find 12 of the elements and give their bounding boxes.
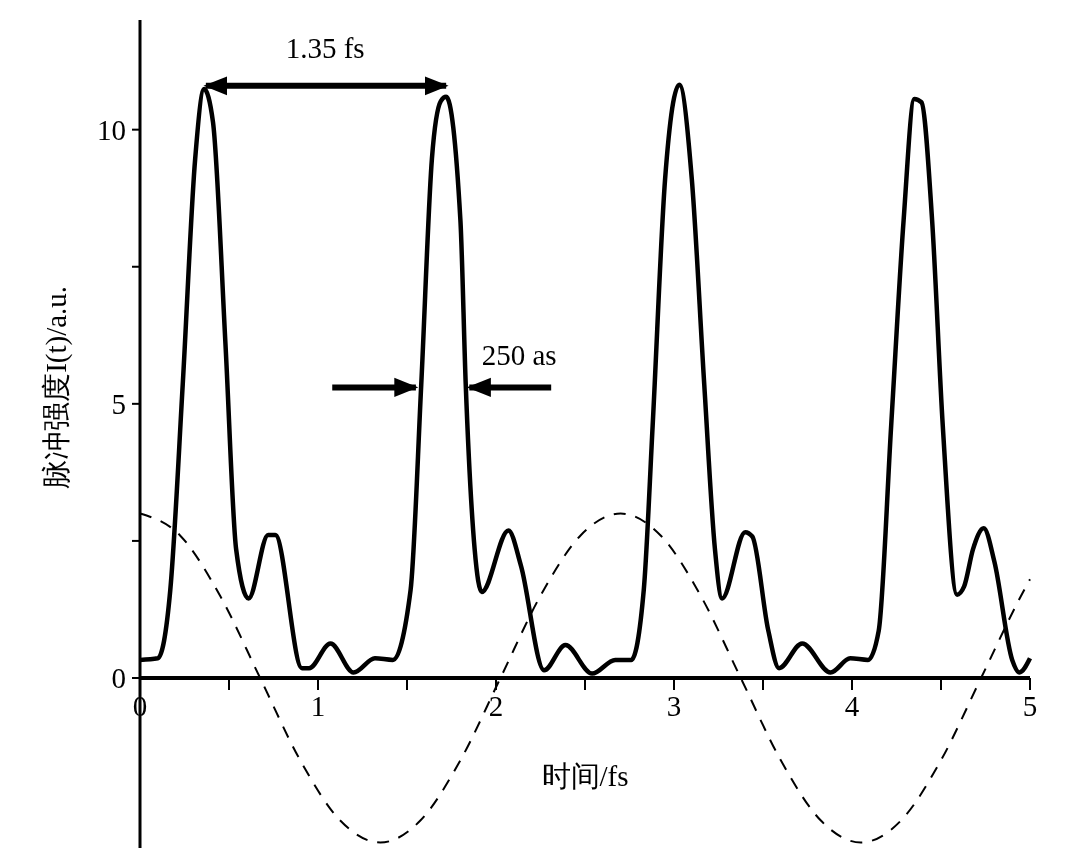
y-tick-label: 10 bbox=[97, 113, 126, 146]
y-tick-label: 0 bbox=[111, 662, 126, 695]
y-axis-title: 脉冲强度I(t)/a.u. bbox=[40, 285, 73, 489]
x-axis-title: 时间/fs bbox=[541, 760, 629, 792]
annotation: 1.35 fs bbox=[285, 32, 365, 65]
x-tick-label: 2 bbox=[488, 690, 504, 722]
x-tick-label: 4 bbox=[844, 690, 860, 722]
x-tick-label: 1 bbox=[310, 690, 326, 722]
x-tick-label: 3 bbox=[666, 690, 682, 722]
annotation: 250 as bbox=[481, 339, 557, 372]
y-tick-label: 5 bbox=[111, 387, 126, 420]
x-tick-label: 5 bbox=[1022, 690, 1038, 722]
